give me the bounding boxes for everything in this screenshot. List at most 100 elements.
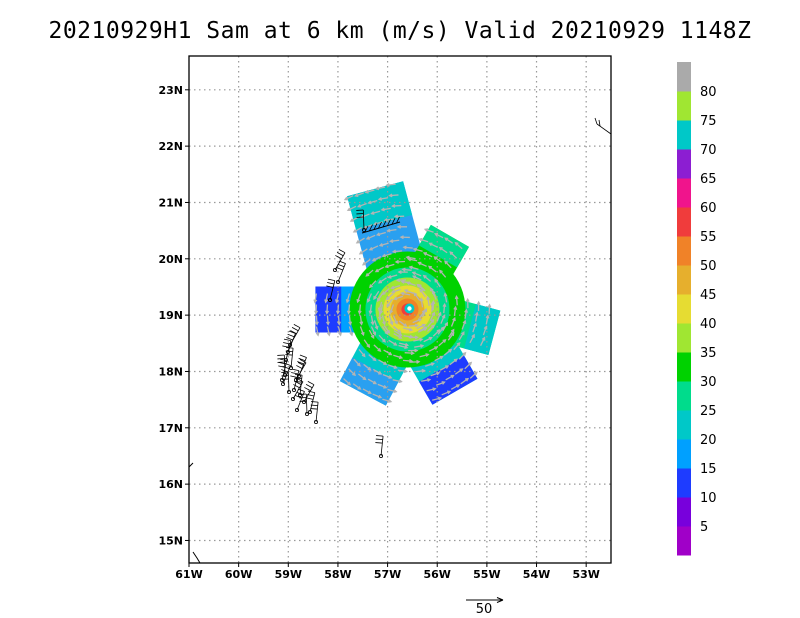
wind-vector <box>413 248 423 252</box>
wind-vector-head <box>428 336 433 341</box>
wind-vector <box>472 323 477 333</box>
wind-vector-head <box>362 376 367 381</box>
wind-vector-head <box>388 375 393 379</box>
wind-vector-head <box>398 332 403 337</box>
wind-vector-head <box>421 309 426 314</box>
wind-vector <box>344 195 354 201</box>
wind-barb <box>375 435 384 458</box>
wind-vector-head <box>368 284 373 289</box>
wind-vector <box>367 293 373 302</box>
wind-vector <box>403 246 413 249</box>
wind-vector <box>357 202 367 208</box>
wind-vector-head <box>349 332 354 337</box>
wind-vector <box>387 388 397 393</box>
wind-vector-head <box>389 309 394 315</box>
wind-vector-head <box>431 299 436 305</box>
colorbar-label: 60 <box>700 201 717 216</box>
wind-vector-head <box>370 211 375 215</box>
wind-vector-head <box>376 298 381 303</box>
wind-vector <box>337 304 340 314</box>
wind-vector-head <box>314 310 319 315</box>
colorbar-segment <box>677 236 691 266</box>
wind-vector-head <box>422 274 427 279</box>
wind-vector-head <box>441 314 446 319</box>
wind-vector <box>482 326 487 336</box>
wind-vector <box>356 293 362 303</box>
wind-vector <box>431 302 434 312</box>
wind-vector-head <box>365 236 370 240</box>
colorbar-segment <box>677 352 691 382</box>
wind-vector-head <box>473 322 477 327</box>
wind-vector-head <box>394 259 399 264</box>
wind-vector <box>406 281 416 286</box>
wind-vector-head <box>431 311 436 316</box>
wind-vector-head <box>485 314 490 319</box>
wind-vector <box>454 368 463 375</box>
wind-vector <box>464 362 472 370</box>
wind-vector <box>450 317 456 327</box>
wind-vector <box>419 310 426 319</box>
wind-vector <box>384 218 394 222</box>
wind-vector-head <box>387 399 393 403</box>
wind-vector <box>403 327 413 331</box>
wind-vector <box>315 315 318 325</box>
wind-vector-head <box>433 256 438 260</box>
wind-vector <box>355 192 364 197</box>
lon-label: 57W <box>374 568 401 581</box>
wind-vector <box>433 256 443 263</box>
wind-vector <box>368 354 376 361</box>
wind-vector <box>369 280 377 288</box>
wind-vector <box>392 379 402 383</box>
wind-vector-head <box>461 331 465 336</box>
wind-vector-head <box>423 228 429 232</box>
wind-vector-head <box>388 351 393 356</box>
lat-label: 17N <box>158 422 183 435</box>
colorbar-segment <box>677 265 691 295</box>
wind-vector-head <box>440 326 445 331</box>
coastline-fragment <box>188 462 201 564</box>
wind-vector <box>376 186 386 190</box>
wind-vector-head <box>420 344 425 348</box>
wind-vector-head <box>361 261 367 266</box>
wind-vector-head <box>421 323 427 328</box>
wind-vector <box>337 326 342 336</box>
wind-vector <box>359 326 365 336</box>
colorbar-label: 15 <box>700 462 717 477</box>
wind-vector <box>372 256 382 262</box>
wind-vector <box>461 320 466 330</box>
wind-vector-head <box>377 196 383 201</box>
lon-label: 58W <box>324 568 351 581</box>
wind-vector-head <box>386 228 391 233</box>
colorbar-label: 50 <box>700 259 717 274</box>
wind-vector <box>362 388 372 394</box>
wind-vector <box>382 287 390 295</box>
wind-vector-head <box>367 366 372 371</box>
wind-vector-head <box>360 331 365 337</box>
wind-vector <box>408 324 418 327</box>
wind-vector <box>378 359 387 365</box>
wind-vector-head <box>361 353 366 358</box>
wind-vector-head <box>357 310 362 315</box>
wind-vector-head <box>425 353 430 357</box>
wind-vector <box>379 242 389 247</box>
wind-vector-head <box>381 253 386 258</box>
wind-vector-head <box>427 265 433 270</box>
wind-vector <box>440 315 446 324</box>
wind-vector <box>347 205 357 211</box>
wind-vector <box>362 258 371 266</box>
wind-vector-head <box>436 371 441 376</box>
wind-vector <box>326 315 329 325</box>
wind-vector <box>418 284 426 292</box>
wind-vector <box>388 315 393 325</box>
wind-vector-head <box>436 329 441 333</box>
wind-vector-head <box>483 325 488 330</box>
wind-vector-head <box>408 265 413 270</box>
wind-vector <box>335 293 340 303</box>
wind-barb <box>326 278 336 302</box>
wind-vector-head <box>383 384 388 389</box>
wind-vector-head <box>393 296 398 301</box>
wind-vector-head <box>468 361 473 366</box>
wind-vector <box>453 342 461 351</box>
wind-vector <box>428 265 437 273</box>
wind-vector-head <box>389 239 394 243</box>
